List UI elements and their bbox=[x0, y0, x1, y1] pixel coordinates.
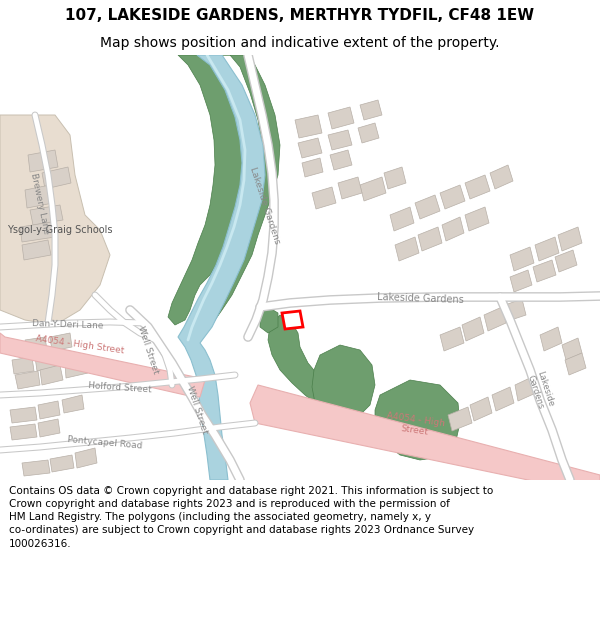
Polygon shape bbox=[62, 395, 84, 413]
Polygon shape bbox=[535, 237, 559, 261]
Polygon shape bbox=[492, 387, 514, 411]
Polygon shape bbox=[465, 207, 489, 231]
Text: Well Street: Well Street bbox=[136, 325, 160, 375]
Text: Dan-Y-Deri Lane: Dan-Y-Deri Lane bbox=[32, 319, 104, 331]
Polygon shape bbox=[12, 357, 34, 374]
Polygon shape bbox=[302, 158, 323, 177]
Polygon shape bbox=[510, 270, 532, 292]
Text: Ysgol-y-Graig Schools: Ysgol-y-Graig Schools bbox=[7, 225, 113, 235]
Polygon shape bbox=[442, 217, 464, 241]
Polygon shape bbox=[465, 175, 490, 199]
Polygon shape bbox=[298, 138, 322, 158]
Polygon shape bbox=[295, 115, 322, 138]
Polygon shape bbox=[25, 337, 47, 353]
Polygon shape bbox=[395, 237, 419, 261]
Polygon shape bbox=[282, 311, 303, 329]
Polygon shape bbox=[558, 227, 582, 251]
Polygon shape bbox=[250, 385, 600, 495]
Polygon shape bbox=[10, 407, 37, 423]
Polygon shape bbox=[360, 100, 382, 120]
Polygon shape bbox=[360, 177, 386, 201]
Polygon shape bbox=[462, 317, 484, 341]
Text: Brewery Lane: Brewery Lane bbox=[29, 172, 51, 234]
Polygon shape bbox=[540, 327, 562, 351]
Polygon shape bbox=[42, 167, 71, 189]
Polygon shape bbox=[0, 115, 110, 325]
Polygon shape bbox=[565, 353, 586, 375]
Polygon shape bbox=[328, 107, 354, 129]
Polygon shape bbox=[440, 185, 465, 209]
Polygon shape bbox=[330, 150, 352, 170]
Polygon shape bbox=[260, 307, 278, 333]
Polygon shape bbox=[390, 207, 414, 231]
Polygon shape bbox=[533, 260, 556, 282]
Polygon shape bbox=[15, 371, 40, 389]
Text: Contains OS data © Crown copyright and database right 2021. This information is : Contains OS data © Crown copyright and d… bbox=[9, 486, 493, 549]
Polygon shape bbox=[28, 150, 58, 172]
Polygon shape bbox=[375, 380, 460, 460]
Polygon shape bbox=[384, 167, 406, 189]
Polygon shape bbox=[338, 177, 362, 199]
Text: A4054 - High Street: A4054 - High Street bbox=[35, 334, 125, 356]
Polygon shape bbox=[555, 250, 577, 272]
Polygon shape bbox=[510, 247, 534, 271]
Polygon shape bbox=[328, 130, 352, 150]
Polygon shape bbox=[50, 455, 74, 472]
Polygon shape bbox=[484, 307, 506, 331]
Polygon shape bbox=[440, 327, 464, 351]
Polygon shape bbox=[490, 165, 513, 189]
Text: Lakeside Gardens: Lakeside Gardens bbox=[376, 292, 464, 306]
Polygon shape bbox=[448, 407, 472, 431]
Polygon shape bbox=[202, 55, 280, 327]
Polygon shape bbox=[22, 240, 51, 260]
Polygon shape bbox=[30, 205, 63, 225]
Polygon shape bbox=[38, 419, 60, 437]
Polygon shape bbox=[312, 187, 336, 209]
Polygon shape bbox=[40, 365, 63, 385]
Polygon shape bbox=[75, 448, 97, 468]
Polygon shape bbox=[0, 333, 205, 397]
Text: Well Street: Well Street bbox=[185, 385, 209, 435]
Polygon shape bbox=[268, 315, 335, 410]
Text: 107, LAKESIDE GARDENS, MERTHYR TYDFIL, CF48 1EW: 107, LAKESIDE GARDENS, MERTHYR TYDFIL, C… bbox=[65, 8, 535, 23]
Polygon shape bbox=[505, 299, 526, 321]
Polygon shape bbox=[50, 333, 72, 351]
Text: Lakeside
Gardens: Lakeside Gardens bbox=[525, 369, 555, 411]
Polygon shape bbox=[65, 358, 88, 378]
Polygon shape bbox=[20, 222, 55, 242]
Polygon shape bbox=[168, 55, 250, 325]
Polygon shape bbox=[515, 377, 536, 401]
Polygon shape bbox=[178, 55, 265, 480]
Polygon shape bbox=[415, 195, 440, 219]
Text: A4054 - High
Street: A4054 - High Street bbox=[385, 411, 445, 439]
Text: Map shows position and indicative extent of the property.: Map shows position and indicative extent… bbox=[100, 36, 500, 50]
Text: Lakeside Gardens: Lakeside Gardens bbox=[248, 166, 281, 244]
Text: Holford Street: Holford Street bbox=[88, 381, 152, 395]
Polygon shape bbox=[470, 397, 492, 421]
Polygon shape bbox=[418, 227, 442, 251]
Text: Pontycapel Road: Pontycapel Road bbox=[67, 435, 143, 451]
Polygon shape bbox=[38, 401, 60, 419]
Polygon shape bbox=[358, 123, 379, 143]
Polygon shape bbox=[10, 424, 37, 440]
Polygon shape bbox=[312, 345, 375, 420]
Polygon shape bbox=[35, 353, 57, 371]
Polygon shape bbox=[25, 185, 53, 208]
Polygon shape bbox=[22, 460, 50, 476]
Polygon shape bbox=[562, 338, 582, 360]
